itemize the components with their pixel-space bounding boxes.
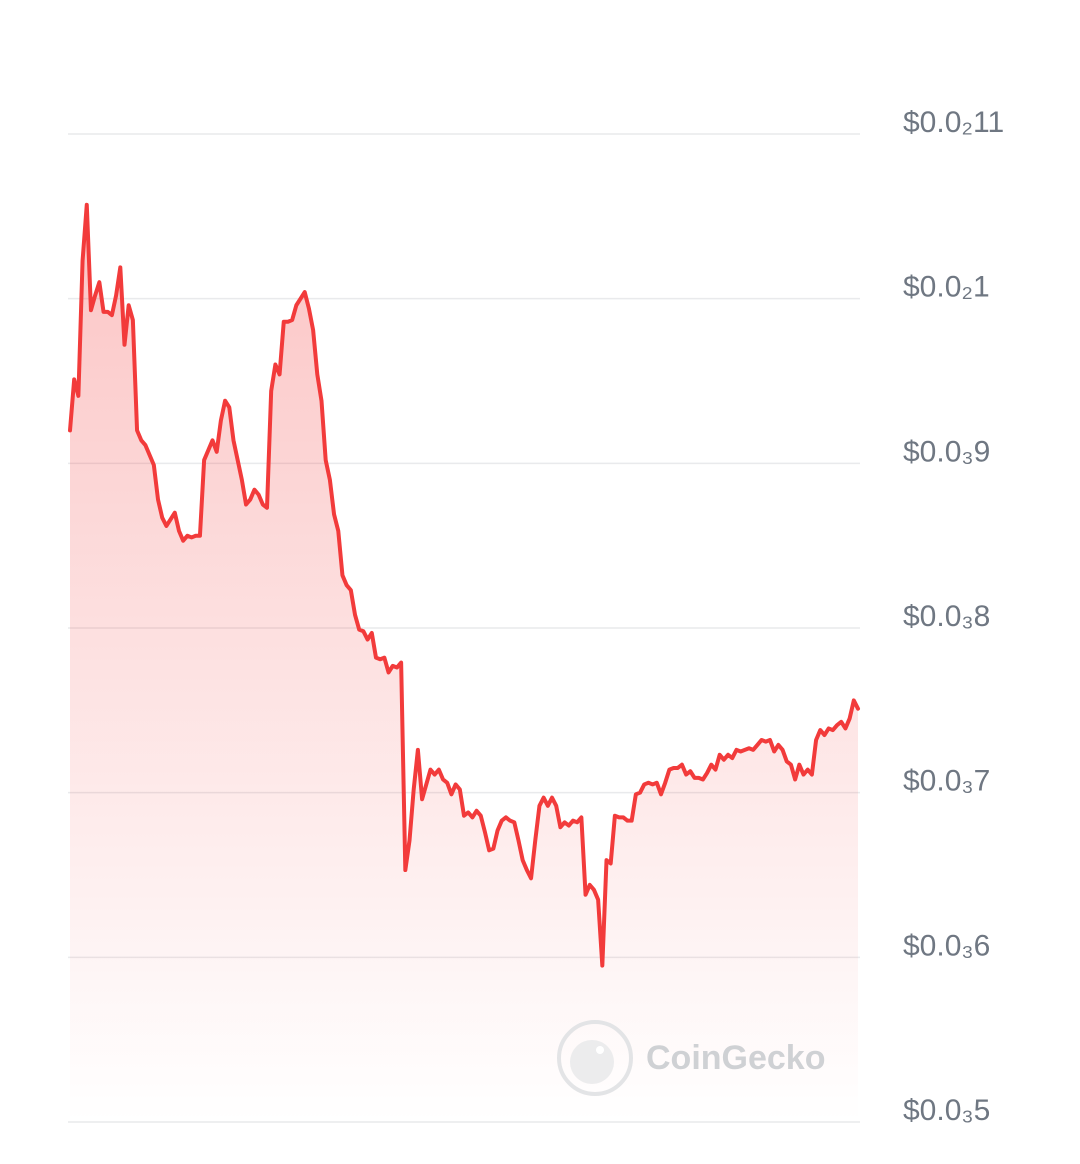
watermark-logo-eye bbox=[596, 1046, 604, 1054]
y-tick-label: $0.0₂11 bbox=[903, 106, 1004, 139]
area-fill bbox=[70, 204, 858, 1122]
y-tick-label: $0.0₃7 bbox=[903, 765, 990, 798]
watermark-logo-inner bbox=[570, 1040, 614, 1084]
y-tick-label: $0.0₃8 bbox=[903, 600, 990, 633]
watermark: CoinGecko bbox=[557, 1020, 825, 1096]
watermark-logo bbox=[557, 1020, 633, 1096]
plot bbox=[68, 202, 860, 1122]
watermark-text: CoinGecko bbox=[646, 1039, 825, 1077]
y-tick-label: $0.0₃5 bbox=[903, 1094, 990, 1127]
price-line bbox=[68, 202, 860, 968]
y-tick-label: $0.0₃6 bbox=[903, 929, 990, 962]
y-tick-label: $0.0₂1 bbox=[903, 271, 990, 304]
tick-labels: $0.0₂11 $0.0₂1 $0.0₃9 $0.0₃8 $0.0₃7 $0.0₃6 $0.… bbox=[903, 106, 1004, 1127]
y-tick-label: $0.0₃9 bbox=[903, 435, 990, 468]
